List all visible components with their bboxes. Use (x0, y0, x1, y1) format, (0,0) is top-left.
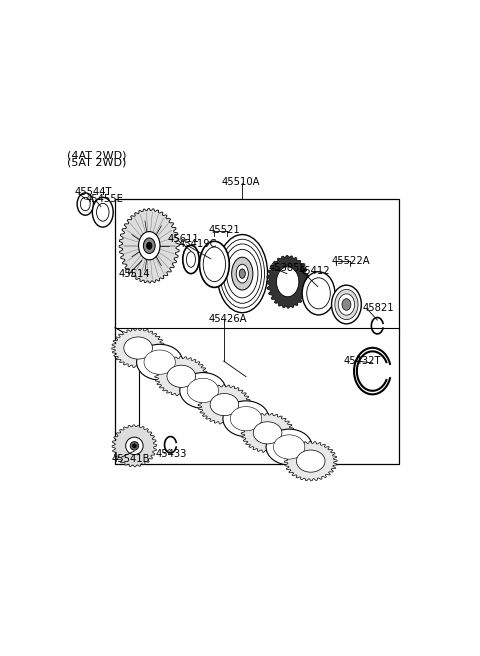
Ellipse shape (335, 289, 358, 319)
Ellipse shape (130, 441, 139, 450)
Ellipse shape (144, 350, 175, 375)
Ellipse shape (183, 245, 199, 274)
Ellipse shape (342, 298, 351, 310)
Text: 45541B: 45541B (111, 453, 150, 464)
Ellipse shape (187, 379, 218, 403)
Text: 45432T: 45432T (344, 356, 381, 366)
Ellipse shape (180, 373, 226, 408)
Ellipse shape (253, 422, 282, 444)
Ellipse shape (77, 193, 94, 215)
Ellipse shape (92, 197, 113, 227)
Text: (5AT 2WD): (5AT 2WD) (67, 157, 127, 167)
Text: 45455E: 45455E (86, 194, 124, 204)
Polygon shape (112, 425, 156, 467)
Ellipse shape (223, 401, 269, 436)
Ellipse shape (274, 435, 305, 459)
Text: 45433: 45433 (156, 449, 187, 459)
Ellipse shape (230, 407, 262, 431)
Text: 45611: 45611 (168, 234, 200, 244)
Text: 45412: 45412 (298, 266, 330, 276)
Ellipse shape (210, 394, 239, 416)
Ellipse shape (338, 294, 355, 315)
Ellipse shape (227, 249, 258, 298)
Ellipse shape (302, 272, 335, 315)
Polygon shape (284, 441, 337, 481)
Ellipse shape (96, 203, 109, 221)
Ellipse shape (80, 197, 90, 211)
Ellipse shape (139, 232, 160, 260)
Ellipse shape (223, 244, 262, 303)
Text: 45514: 45514 (119, 269, 150, 279)
Text: 45544T: 45544T (75, 187, 112, 197)
Polygon shape (198, 385, 251, 424)
Text: 45510A: 45510A (222, 178, 260, 188)
Polygon shape (266, 255, 309, 308)
Ellipse shape (200, 241, 229, 287)
Text: 45419C: 45419C (179, 239, 217, 249)
Ellipse shape (144, 238, 155, 253)
Ellipse shape (276, 267, 299, 297)
Polygon shape (112, 328, 165, 368)
Polygon shape (119, 209, 180, 283)
Ellipse shape (332, 285, 361, 324)
Ellipse shape (236, 264, 248, 283)
Ellipse shape (232, 257, 253, 290)
Ellipse shape (217, 235, 267, 313)
Ellipse shape (167, 365, 195, 387)
Ellipse shape (132, 444, 136, 448)
Polygon shape (241, 413, 294, 453)
Ellipse shape (146, 242, 152, 249)
Text: (4AT 2WD): (4AT 2WD) (67, 151, 127, 161)
Text: 45385B: 45385B (268, 263, 307, 273)
Ellipse shape (124, 337, 153, 359)
Ellipse shape (297, 450, 325, 472)
Ellipse shape (239, 269, 245, 278)
Ellipse shape (203, 247, 226, 281)
Text: 45521: 45521 (209, 225, 240, 235)
Ellipse shape (266, 429, 312, 465)
Polygon shape (155, 357, 208, 396)
Ellipse shape (126, 437, 143, 455)
Text: 45522A: 45522A (332, 256, 370, 266)
Ellipse shape (186, 252, 195, 267)
Ellipse shape (307, 277, 330, 309)
Ellipse shape (137, 344, 183, 380)
Text: 45426A: 45426A (209, 314, 247, 323)
Text: 45821: 45821 (362, 303, 394, 313)
Ellipse shape (220, 239, 264, 308)
